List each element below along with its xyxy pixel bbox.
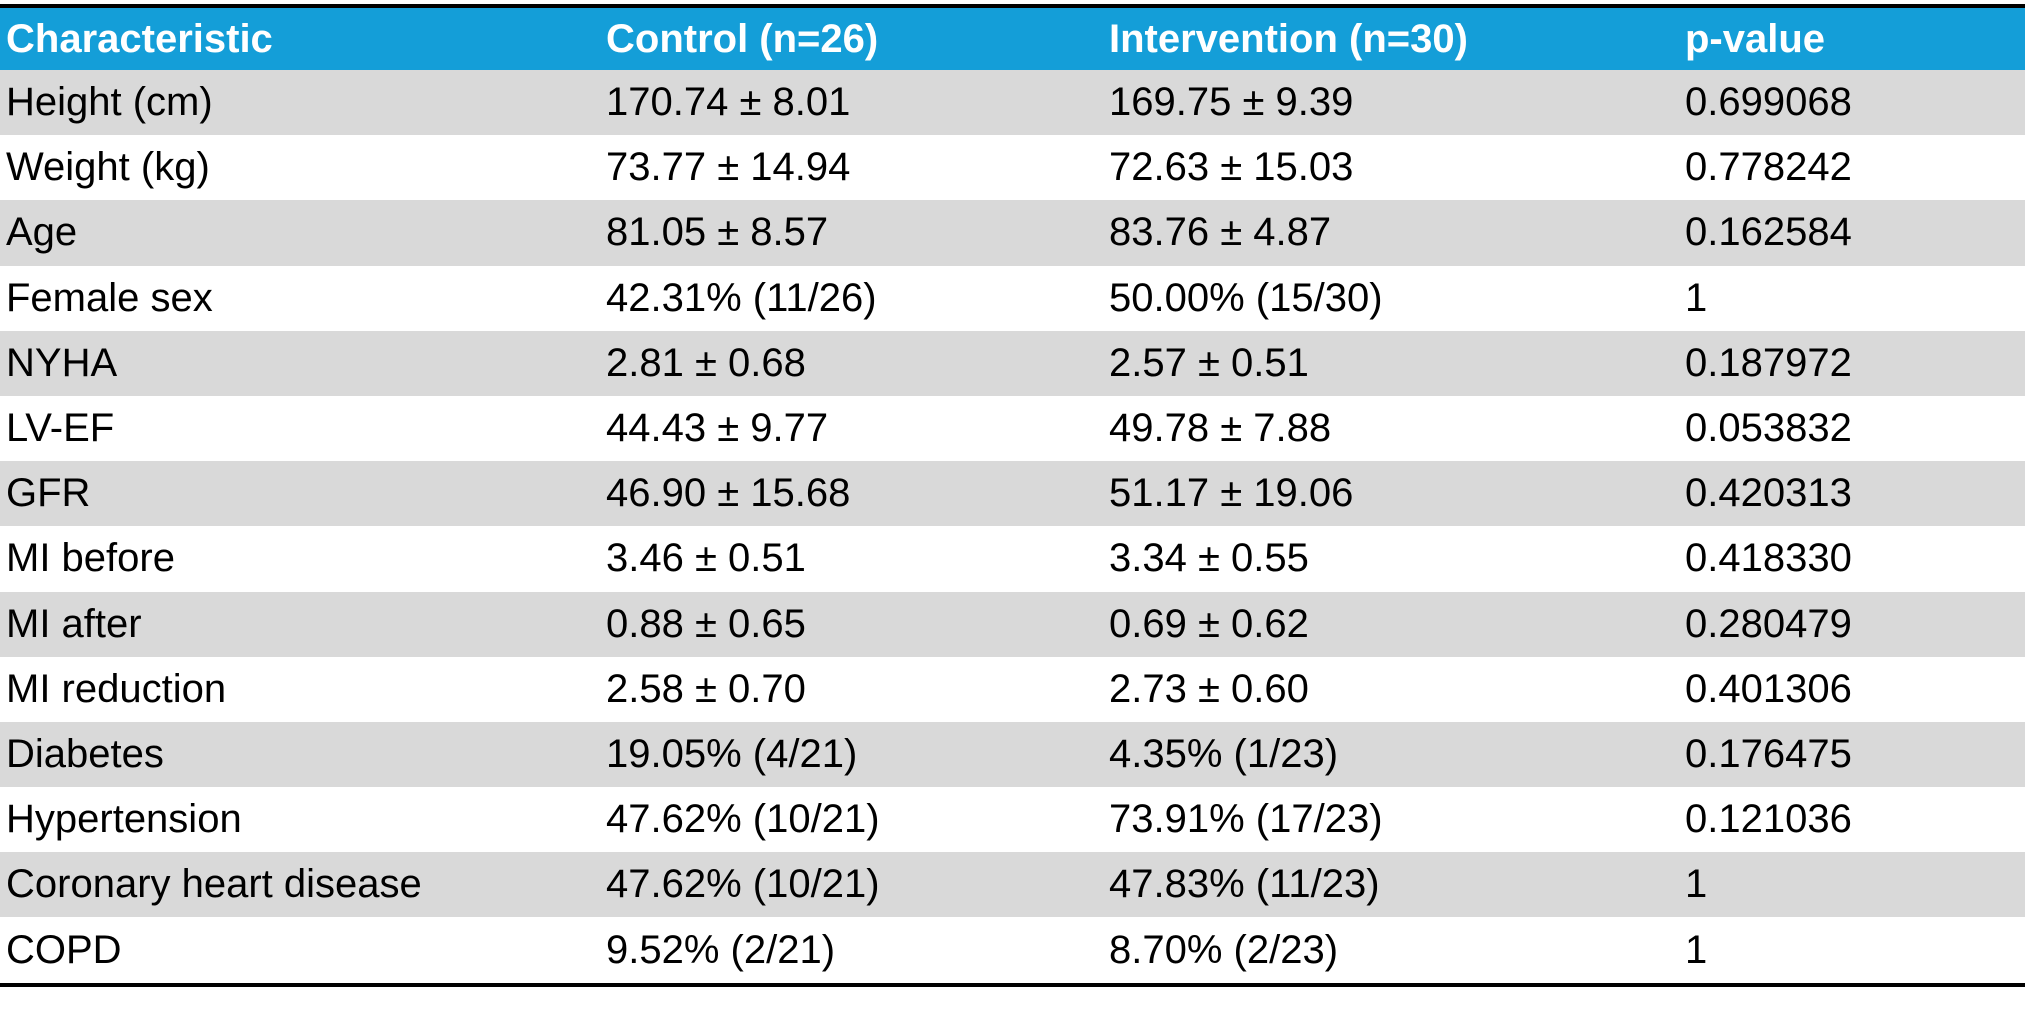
cell-characteristic: Female sex	[6, 275, 213, 320]
cell-p-value: 0.176475	[1685, 731, 1852, 776]
table-row: LV-EF 44.43 ± 9.77 49.78 ± 7.88 0.053832	[0, 395, 2025, 462]
table-row: Coronary heart disease 47.62% (10/21) 47.8…	[0, 852, 2025, 918]
cell-characteristic: Coronary heart disease	[6, 862, 422, 907]
cell-intervention: 3.34 ± 0.55	[1109, 536, 1309, 581]
cell-p-value: 0.418330	[1685, 536, 1852, 581]
cell-characteristic: Diabetes	[6, 731, 164, 776]
cell-p-value: 0.699068	[1685, 80, 1852, 125]
cell-intervention: 4.35% (1/23)	[1109, 731, 1339, 776]
cell-characteristic: MI after	[6, 601, 142, 646]
cell-p-value: 0.778242	[1685, 145, 1852, 190]
table-row: MI reduction 2.58 ± 0.70 2.73 ± 0.60 0.4013…	[0, 656, 2025, 722]
cell-control: 170.74 ± 8.01	[606, 80, 851, 125]
data-table: Characteristic Control (n=26) Interventi…	[0, 8, 2025, 983]
table-row: MI before 3.46 ± 0.51 3.34 ± 0.55 0.418330	[0, 526, 2025, 592]
cell-intervention: 0.69 ± 0.62	[1109, 601, 1309, 646]
table-row: Height (cm) 170.74 ± 8.01 169.75 ± 9.39 0.6…	[0, 70, 2025, 136]
table-row: MI after 0.88 ± 0.65 0.69 ± 0.62 0.280479	[0, 591, 2025, 657]
cell-control: 0.88 ± 0.65	[606, 601, 806, 646]
cell-characteristic: MI before	[6, 536, 175, 581]
table-row: GFR 46.90 ± 15.68 51.17 ± 19.06 0.420313	[0, 461, 2025, 527]
baseline-characteristics-table: Characteristic Control (n=26) Interventi…	[0, 4, 2025, 987]
cell-p-value: 0.401306	[1685, 666, 1852, 711]
cell-characteristic: Age	[6, 210, 78, 255]
cell-characteristic: Hypertension	[6, 797, 242, 842]
cell-intervention: 72.63 ± 15.03	[1109, 145, 1354, 190]
cell-intervention: 49.78 ± 7.88	[1109, 406, 1332, 451]
cell-intervention: 2.57 ± 0.51	[1109, 340, 1309, 385]
cell-control: 2.81 ± 0.68	[606, 340, 806, 385]
table-row: Diabetes 19.05% (4/21) 4.35% (1/23) 0.17647…	[0, 721, 2025, 788]
table-row: COPD 9.52% (2/21) 8.70% (2/23) 1	[0, 917, 2025, 983]
cell-characteristic: LV-EF	[6, 406, 115, 451]
cell-p-value: 1	[1685, 862, 1708, 907]
table-header: Characteristic Control (n=26) Interventi…	[0, 8, 2025, 70]
cell-characteristic: Height (cm)	[6, 80, 213, 125]
cell-control: 47.62% (10/21)	[606, 862, 880, 907]
cell-control: 73.77 ± 14.94	[606, 145, 851, 190]
table-body: Height (cm) 170.74 ± 8.01 169.75 ± 9.39 0.6…	[0, 70, 2025, 983]
cell-control: 81.05 ± 8.57	[606, 210, 829, 255]
cell-control: 44.43 ± 9.77	[606, 406, 829, 451]
cell-p-value: 0.121036	[1685, 797, 1852, 842]
cell-control: 46.90 ± 15.68	[606, 471, 851, 516]
cell-control: 3.46 ± 0.51	[606, 536, 806, 581]
cell-p-value: 1	[1685, 927, 1708, 972]
cell-control: 2.58 ± 0.70	[606, 666, 806, 711]
header-control: Control (n=26)	[606, 16, 879, 61]
cell-characteristic: Weight (kg)	[6, 145, 210, 190]
header-characteristic: Characteristic	[6, 16, 273, 61]
cell-p-value: 0.187972	[1685, 340, 1852, 385]
cell-p-value: 0.420313	[1685, 471, 1852, 516]
cell-intervention: 47.83% (11/23)	[1109, 862, 1380, 907]
cell-intervention: 83.76 ± 4.87	[1109, 210, 1332, 255]
cell-intervention: 2.73 ± 0.60	[1109, 666, 1309, 711]
table-row: Age 81.05 ± 8.57 83.76 ± 4.87 0.162584	[0, 200, 2025, 266]
cell-p-value: 0.162584	[1685, 210, 1852, 255]
cell-p-value: 0.053832	[1685, 406, 1852, 451]
cell-control: 19.05% (4/21)	[606, 731, 858, 776]
table-row: Weight (kg) 73.77 ± 14.94 72.63 ± 15.03 0.7…	[0, 135, 2025, 201]
cell-control: 47.62% (10/21)	[606, 797, 880, 842]
cell-p-value: 0.280479	[1685, 601, 1852, 646]
cell-characteristic: GFR	[6, 471, 91, 516]
cell-control: 42.31% (11/26)	[606, 275, 877, 320]
table-row: NYHA 2.81 ± 0.68 2.57 ± 0.51 0.187972	[0, 330, 2025, 396]
cell-characteristic: COPD	[6, 927, 122, 972]
cell-characteristic: MI reduction	[6, 666, 227, 711]
cell-intervention: 73.91% (17/23)	[1109, 797, 1383, 842]
header-row: Characteristic Control (n=26) Interventi…	[0, 8, 2025, 70]
table-row: Female sex 42.31% (11/26) 50.00% (15/30) 1	[0, 265, 2025, 331]
cell-intervention: 51.17 ± 19.06	[1109, 471, 1354, 516]
cell-characteristic: NYHA	[6, 340, 118, 385]
cell-intervention: 169.75 ± 9.39	[1109, 80, 1354, 125]
cell-control: 9.52% (2/21)	[606, 927, 836, 972]
cell-intervention: 8.70% (2/23)	[1109, 927, 1339, 972]
cell-p-value: 1	[1685, 275, 1708, 320]
cell-intervention: 50.00% (15/30)	[1109, 275, 1383, 320]
header-intervention: Intervention (n=30)	[1109, 16, 1468, 61]
header-p-value: p-value	[1685, 16, 1826, 61]
table-row: Hypertension 47.62% (10/21) 73.91% (17/23)…	[0, 787, 2025, 853]
